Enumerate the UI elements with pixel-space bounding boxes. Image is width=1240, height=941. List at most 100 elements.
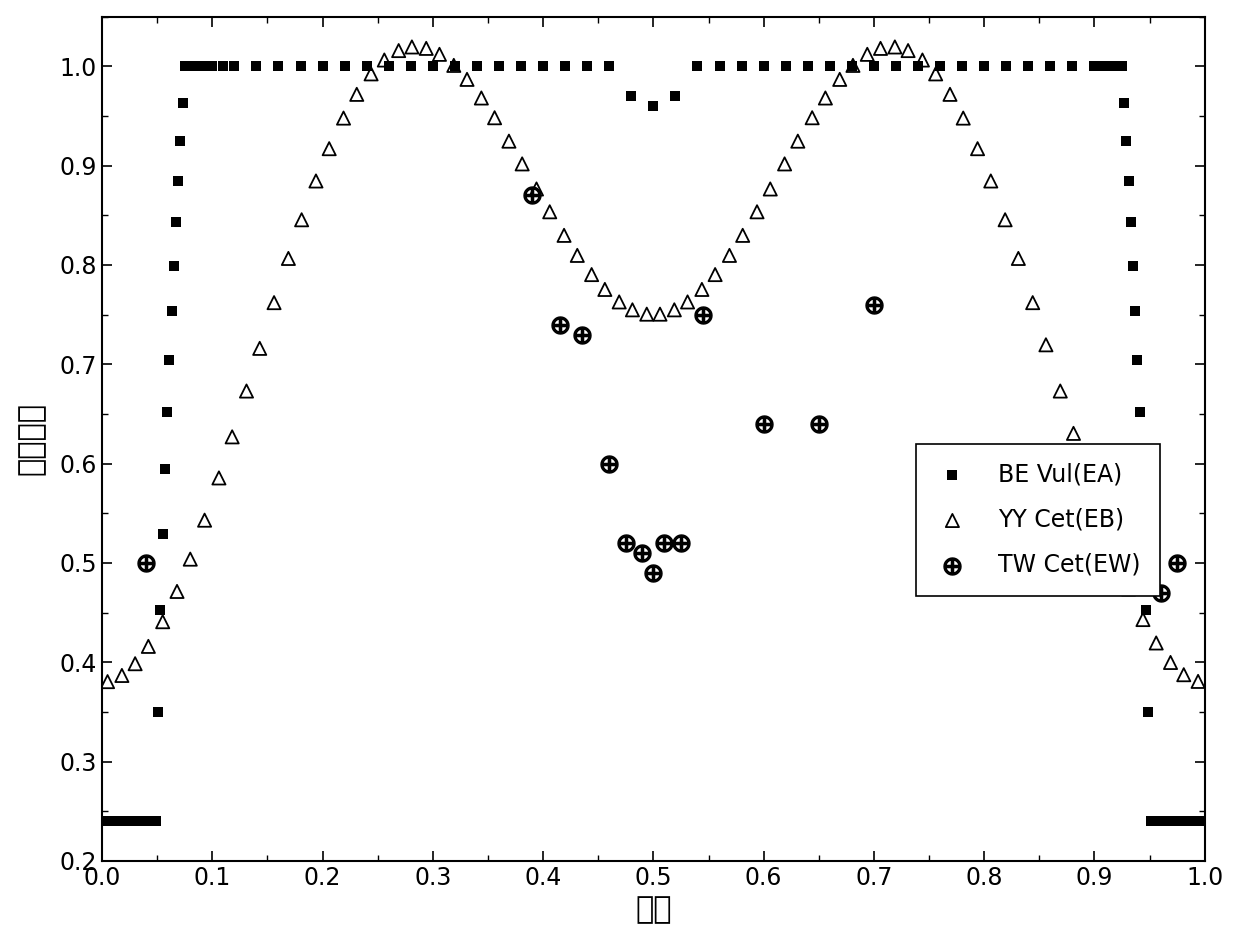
- YY Cet(EB): [112, 668, 131, 683]
- YY Cet(EB): [222, 429, 242, 444]
- BE Vul(EA): [124, 814, 144, 829]
- YY Cet(EB): [388, 43, 408, 58]
- YY Cet(EB): [1078, 470, 1097, 486]
- YY Cet(EB): [830, 72, 849, 87]
- YY Cet(EB): [458, 72, 477, 87]
- TW Cet(EW): [671, 535, 691, 550]
- BE Vul(EA): [1136, 602, 1156, 617]
- BE Vul(EA): [1112, 58, 1132, 73]
- BE Vul(EA): [202, 58, 222, 73]
- BE Vul(EA): [1172, 814, 1192, 829]
- BE Vul(EA): [335, 58, 355, 73]
- BE Vul(EA): [160, 353, 180, 368]
- YY Cet(EB): [264, 295, 284, 311]
- BE Vul(EA): [146, 814, 166, 829]
- YY Cet(EB): [760, 182, 780, 197]
- BE Vul(EA): [290, 58, 310, 73]
- YY Cet(EB): [913, 53, 932, 68]
- BE Vul(EA): [1106, 58, 1126, 73]
- BE Vul(EA): [93, 814, 113, 829]
- YY Cet(EB): [733, 228, 753, 243]
- TW Cet(EW): [632, 546, 652, 561]
- BE Vul(EA): [100, 814, 120, 829]
- BE Vul(EA): [150, 602, 170, 617]
- YY Cet(EB): [237, 384, 257, 399]
- BE Vul(EA): [556, 58, 575, 73]
- YY Cet(EB): [748, 204, 768, 219]
- YY Cet(EB): [139, 639, 159, 654]
- BE Vul(EA): [115, 814, 135, 829]
- YY Cet(EB): [485, 110, 505, 125]
- YY Cet(EB): [1091, 509, 1111, 524]
- YY Cet(EB): [1035, 337, 1055, 352]
- BE Vul(EA): [1174, 814, 1194, 829]
- TW Cet(EW): [655, 535, 675, 550]
- BE Vul(EA): [107, 814, 126, 829]
- BE Vul(EA): [1149, 814, 1169, 829]
- BE Vul(EA): [140, 814, 160, 829]
- YY Cet(EB): [677, 295, 697, 310]
- YY Cet(EB): [1146, 635, 1166, 650]
- YY Cet(EB): [334, 110, 353, 125]
- BE Vul(EA): [120, 814, 140, 829]
- BE Vul(EA): [621, 88, 641, 104]
- BE Vul(EA): [138, 814, 157, 829]
- BE Vul(EA): [1180, 814, 1200, 829]
- BE Vul(EA): [129, 814, 149, 829]
- YY Cet(EB): [857, 47, 877, 62]
- BE Vul(EA): [423, 58, 443, 73]
- BE Vul(EA): [1146, 814, 1166, 829]
- YY Cet(EB): [347, 87, 367, 102]
- TW Cet(EW): [572, 327, 591, 342]
- BE Vul(EA): [952, 58, 972, 73]
- BE Vul(EA): [109, 814, 129, 829]
- BE Vul(EA): [489, 58, 508, 73]
- BE Vul(EA): [709, 58, 729, 73]
- BE Vul(EA): [1116, 134, 1136, 149]
- BE Vul(EA): [776, 58, 796, 73]
- TW Cet(EW): [616, 535, 636, 550]
- BE Vul(EA): [1166, 814, 1185, 829]
- BE Vul(EA): [1194, 814, 1214, 829]
- BE Vul(EA): [864, 58, 884, 73]
- BE Vul(EA): [247, 58, 267, 73]
- YY Cet(EB): [940, 87, 960, 102]
- BE Vul(EA): [1063, 58, 1083, 73]
- BE Vul(EA): [177, 58, 197, 73]
- BE Vul(EA): [130, 814, 150, 829]
- BE Vul(EA): [126, 814, 146, 829]
- TW Cet(EW): [136, 555, 156, 570]
- YY Cet(EB): [98, 674, 118, 689]
- YY Cet(EB): [582, 267, 601, 282]
- YY Cet(EB): [210, 470, 229, 486]
- BE Vul(EA): [1187, 814, 1207, 829]
- YY Cet(EB): [775, 156, 795, 171]
- YY Cet(EB): [1133, 612, 1153, 627]
- BE Vul(EA): [144, 814, 164, 829]
- BE Vul(EA): [122, 814, 141, 829]
- BE Vul(EA): [133, 814, 153, 829]
- BE Vul(EA): [153, 526, 172, 541]
- BE Vul(EA): [401, 58, 420, 73]
- YY Cet(EB): [1118, 582, 1138, 597]
- BE Vul(EA): [1135, 526, 1154, 541]
- BE Vul(EA): [644, 99, 663, 114]
- YY Cet(EB): [125, 656, 145, 671]
- BE Vul(EA): [533, 58, 553, 73]
- BE Vul(EA): [155, 462, 175, 477]
- BE Vul(EA): [161, 304, 181, 319]
- YY Cet(EB): [498, 134, 518, 149]
- BE Vul(EA): [1085, 58, 1105, 73]
- YY Cet(EB): [1008, 251, 1028, 266]
- BE Vul(EA): [887, 58, 906, 73]
- YY Cet(EB): [622, 302, 642, 317]
- BE Vul(EA): [113, 814, 133, 829]
- BE Vul(EA): [269, 58, 289, 73]
- BE Vul(EA): [1101, 58, 1121, 73]
- YY Cet(EB): [361, 66, 381, 81]
- YY Cet(EB): [429, 47, 449, 62]
- YY Cet(EB): [374, 53, 394, 68]
- TW Cet(EW): [864, 297, 884, 312]
- YY Cet(EB): [1050, 384, 1070, 399]
- TW Cet(EW): [1128, 555, 1148, 570]
